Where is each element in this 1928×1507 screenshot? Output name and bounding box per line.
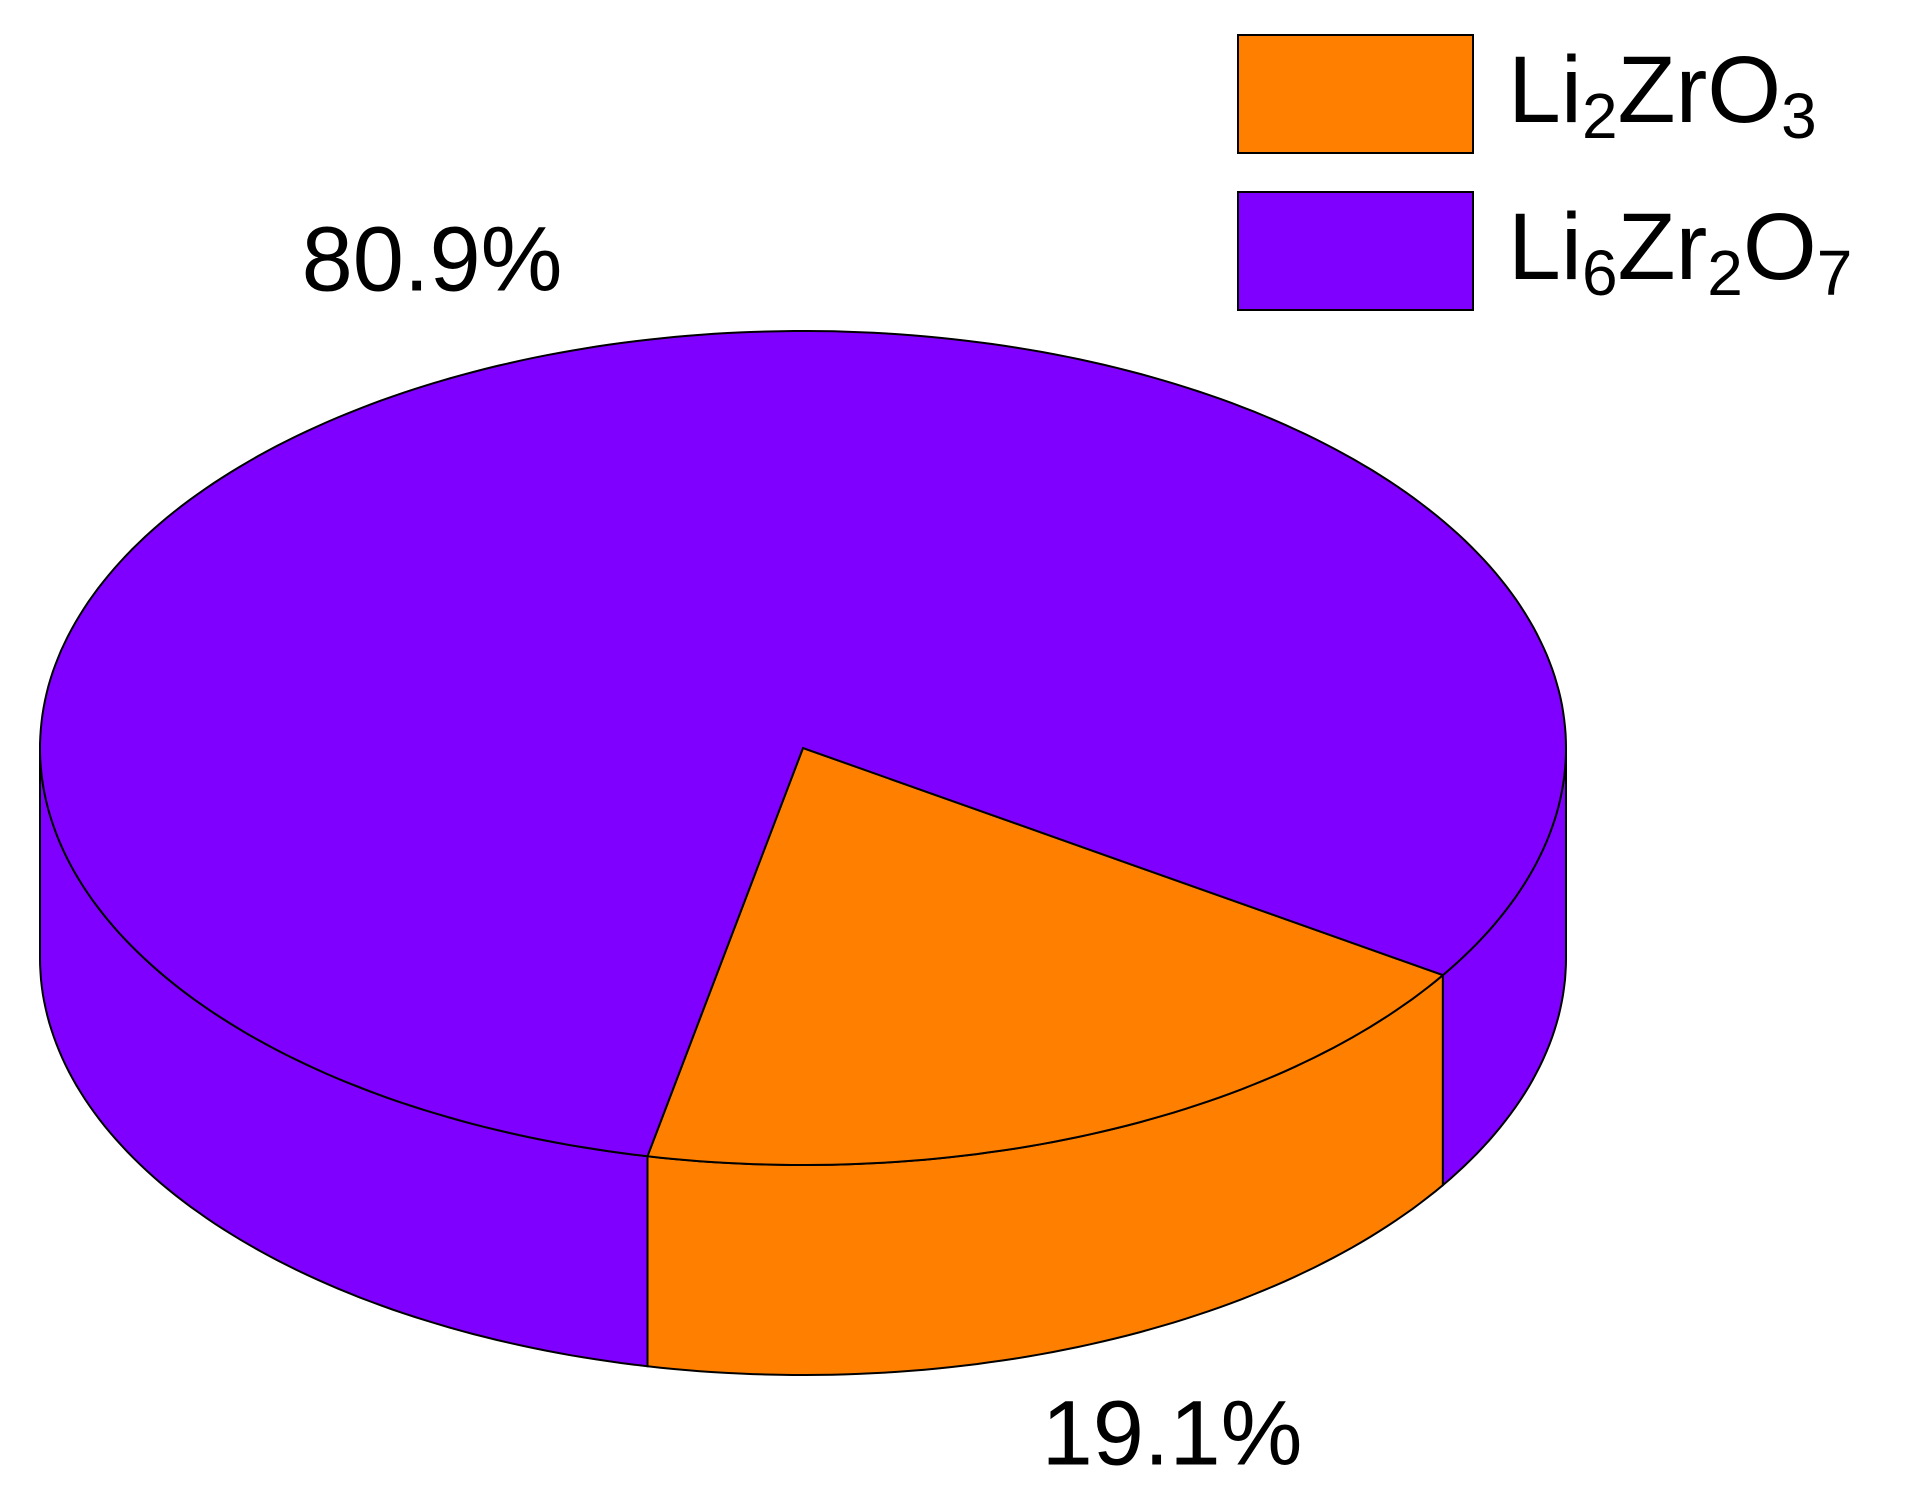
data-label: 19.1% <box>1042 1382 1303 1484</box>
legend-label: Li6Zr2O7 <box>1508 194 1852 309</box>
pie <box>39 330 1568 1376</box>
pie-slice <box>39 330 1568 1158</box>
legend-label: Li2ZrO3 <box>1508 37 1817 152</box>
legend-swatch <box>1237 191 1474 311</box>
pie-slice <box>646 746 1445 1166</box>
legend-swatch <box>1237 34 1474 154</box>
legend: Li2ZrO3 Li6Zr2O7 <box>1237 34 1852 311</box>
data-label: 80.9% <box>302 208 563 310</box>
